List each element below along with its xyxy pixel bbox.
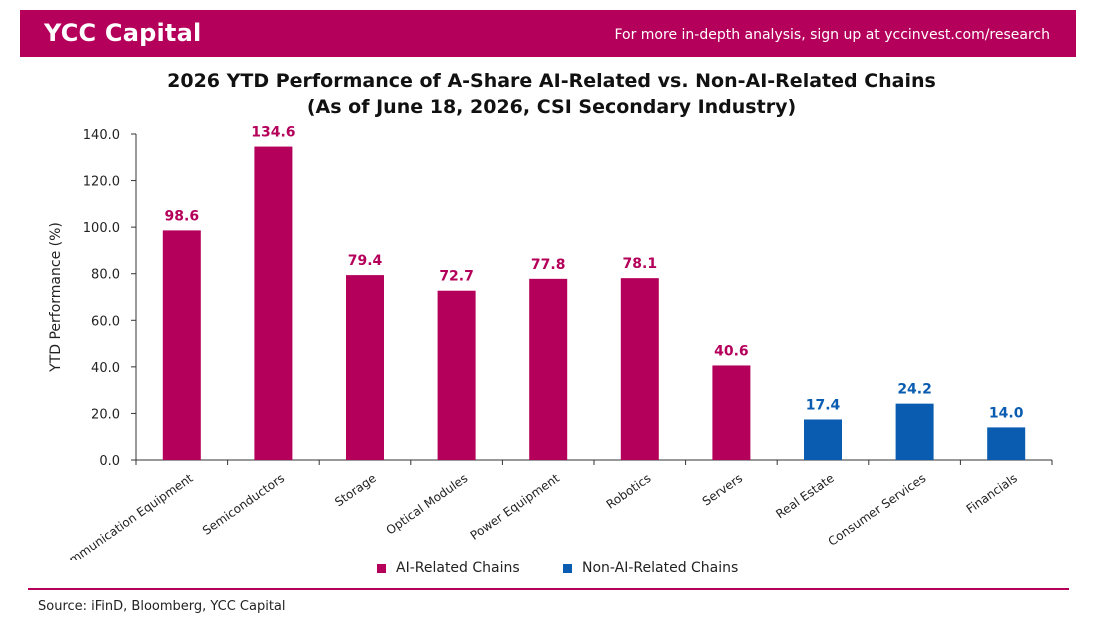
bar-robotics bbox=[620, 278, 659, 460]
bar-optical-modules bbox=[437, 290, 476, 460]
bar-semiconductors bbox=[254, 146, 293, 460]
data-label: 78.1 bbox=[623, 256, 658, 272]
chart-subtitle: (As of June 18, 2026, CSI Secondary Indu… bbox=[306, 96, 797, 118]
y-tick-label: 80.0 bbox=[91, 268, 120, 283]
data-label: 72.7 bbox=[439, 269, 474, 285]
data-label: 77.8 bbox=[531, 257, 566, 273]
x-tick-label: Real Estate bbox=[773, 471, 836, 521]
data-label: 40.6 bbox=[714, 343, 749, 359]
bar-financials bbox=[987, 427, 1026, 460]
data-label: 79.4 bbox=[348, 253, 383, 269]
chart-title-block: 2026 YTD Performance of A-Share AI-Relat… bbox=[0, 68, 1103, 120]
legend-item-non-ai: Non-AI-Related Chains bbox=[563, 560, 738, 576]
data-label: 98.6 bbox=[165, 208, 200, 224]
y-tick-label: 120.0 bbox=[83, 175, 120, 190]
footer-divider bbox=[28, 588, 1069, 590]
legend-item-ai: AI-Related Chains bbox=[377, 560, 520, 576]
y-axis-title: YTD Performance (%) bbox=[48, 222, 64, 373]
data-label: 14.0 bbox=[989, 405, 1024, 421]
y-tick-label: 20.0 bbox=[91, 407, 120, 422]
x-tick-label: Optical Modules bbox=[384, 471, 471, 538]
bar-power-equipment bbox=[529, 278, 568, 460]
chart-legend: AI-Related Chains Non-AI-Related Chains bbox=[0, 560, 1103, 580]
bar-servers bbox=[712, 365, 751, 460]
y-tick-label: 0.0 bbox=[99, 454, 120, 469]
x-tick-label: Servers bbox=[700, 471, 745, 509]
data-label: 134.6 bbox=[251, 125, 295, 141]
x-tick-label: Consumer Services bbox=[826, 471, 929, 549]
bar-consumer-services bbox=[895, 403, 934, 460]
y-tick-label: 40.0 bbox=[91, 361, 120, 376]
legend-label-non-ai: Non-AI-Related Chains bbox=[582, 560, 739, 576]
promo-text: For more in-depth analysis, sign up at y… bbox=[614, 27, 1050, 43]
legend-swatch-non-ai bbox=[563, 563, 572, 573]
x-tick-label: Robotics bbox=[604, 471, 654, 512]
data-label: 24.2 bbox=[897, 382, 932, 398]
x-tick-label: Power Equipment bbox=[468, 471, 562, 543]
x-tick-label: Communication Equipment bbox=[54, 471, 196, 560]
chart-title: 2026 YTD Performance of A-Share AI-Relat… bbox=[167, 70, 936, 92]
bar-real-estate bbox=[804, 419, 842, 460]
x-tick-label: Semiconductors bbox=[200, 471, 287, 538]
header-band: YCC Capital For more in-depth analysis, … bbox=[20, 10, 1076, 57]
data-label: 17.4 bbox=[806, 397, 841, 413]
brand-logo-text: YCC Capital bbox=[44, 19, 202, 47]
bar-chart: 0.0 20.0 40.0 60.0 80.0 100.0 120.0 140.0 YTD Pe… bbox=[48, 125, 1053, 560]
bar-communication-equipment bbox=[162, 230, 201, 460]
source-note: Source: iFinD, Bloomberg, YCC Capital bbox=[38, 599, 286, 614]
legend-label-ai: AI-Related Chains bbox=[396, 560, 520, 576]
x-tick-label: Financials bbox=[964, 471, 1020, 516]
legend-swatch-ai bbox=[377, 563, 386, 573]
x-tick-label: Storage bbox=[332, 471, 378, 509]
y-tick-label: 140.0 bbox=[83, 128, 120, 143]
y-tick-label: 100.0 bbox=[83, 221, 120, 236]
y-tick-label: 60.0 bbox=[91, 314, 120, 329]
bar-storage bbox=[346, 275, 384, 460]
